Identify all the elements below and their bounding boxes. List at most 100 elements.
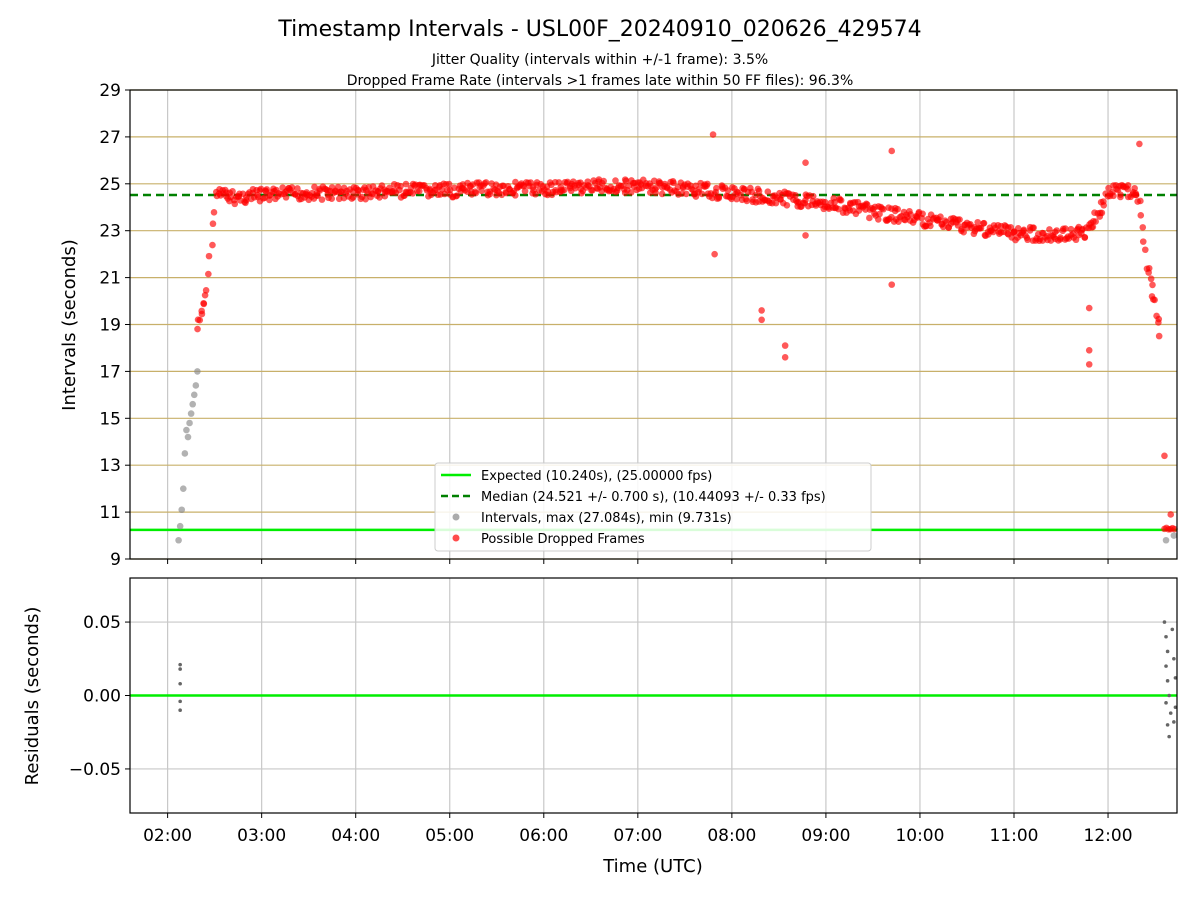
dropped-frame-point (263, 186, 271, 193)
top-y-tick-label: 13 (99, 456, 121, 476)
dropped-frame-outlier (802, 232, 809, 239)
x-tick-label: 04:00 (331, 826, 380, 846)
dropped-frame-point (876, 210, 883, 218)
residual-point (178, 662, 182, 667)
dropped-frame-point (231, 200, 239, 208)
residual-point (1170, 627, 1175, 632)
interval-point (192, 382, 200, 389)
interval-point (190, 391, 198, 399)
dropped-frame-point (704, 180, 711, 188)
dropped-frame-point (960, 228, 967, 236)
dropped-frame-point (1046, 226, 1053, 233)
top-y-tick-label: 23 (99, 222, 121, 242)
dropped-frame-point (622, 177, 630, 185)
dropped-frame-point (1149, 281, 1156, 289)
dropped-frame-point (1081, 233, 1089, 241)
x-tick-label: 06:00 (519, 826, 568, 846)
bottom-y-axis-label: Residuals (seconds) (22, 607, 43, 786)
dropped-frame-point (772, 199, 780, 207)
dropped-frame-point (311, 183, 318, 191)
dropped-frame-point (1092, 218, 1099, 225)
dropped-frame-point (288, 184, 296, 191)
dropped-frame-outlier (1085, 304, 1093, 312)
x-axis-label: Time (UTC) (602, 856, 703, 877)
dropped-frame-point (1145, 269, 1152, 276)
dropped-frame-point (453, 192, 461, 199)
dropped-frame-point (658, 190, 666, 198)
dropped-frame-point (229, 188, 236, 195)
dropped-frame-tail-point (1171, 525, 1178, 533)
residual-point (1167, 693, 1171, 698)
dropped-frame-outlier (802, 159, 809, 166)
dropped-frame-outlier (711, 250, 718, 258)
residual-point (1164, 664, 1168, 668)
dropped-frame-point (328, 195, 336, 202)
interval-point (189, 400, 196, 408)
dropped-frame-point (682, 190, 690, 198)
dropped-frame-point (402, 180, 410, 188)
dropped-frame-point (196, 316, 204, 324)
dropped-frame-point (1030, 224, 1037, 232)
residual-point (1164, 634, 1168, 639)
chart-subtitle-dropped: Dropped Frame Rate (intervals >1 frames … (347, 73, 854, 89)
interval-point (184, 433, 192, 441)
residual-point (178, 699, 182, 704)
x-tick-label: 07:00 (613, 826, 662, 846)
chart-title: Timestamp Intervals - USL00F_20240910_02… (277, 17, 921, 42)
dropped-frame-point (334, 183, 342, 191)
legend-box (434, 462, 872, 552)
interval-point (1170, 532, 1178, 539)
top-y-tick-label: 15 (99, 409, 121, 429)
dropped-frame-point (1155, 315, 1163, 323)
interval-point (186, 419, 193, 427)
x-tick-label: 03:00 (237, 826, 286, 846)
residual-point (1165, 649, 1170, 654)
residual-point (178, 667, 182, 671)
dropped-frame-point (1124, 182, 1132, 189)
top-y-tick-label: 17 (99, 362, 121, 382)
interval-point (1162, 536, 1170, 544)
dropped-frame-outlier (1167, 511, 1175, 518)
dropped-frame-point (209, 241, 216, 249)
dropped-frame-outlier (888, 281, 896, 288)
dropped-frame-point (1139, 238, 1147, 245)
dropped-frame-point (202, 287, 210, 294)
dropped-frame-point (743, 197, 751, 205)
dropped-frame-point (1024, 236, 1031, 244)
dropped-frame-point (1057, 235, 1064, 243)
legend: Expected (10.240s), (25.00000 fps) Media… (434, 462, 872, 552)
dropped-frame-point (1139, 224, 1147, 231)
dropped-frame-point (835, 205, 842, 213)
dropped-frame-point (792, 191, 799, 199)
residual-point (1167, 734, 1171, 739)
dropped-frame-point (1137, 212, 1145, 219)
dropped-frame-point (1100, 202, 1108, 209)
top-plot-points (175, 131, 1178, 544)
bottom-y-tick-label: 0.05 (83, 613, 121, 633)
bottom-y-tick-label: 0.00 (83, 687, 121, 707)
legend-dropped-swatch (452, 534, 460, 542)
top-y-tick-label: 27 (99, 128, 121, 148)
dropped-frame-point (733, 195, 740, 203)
dropped-frame-point (266, 196, 273, 204)
x-tick-label: 11:00 (989, 826, 1038, 846)
dropped-frame-point (318, 196, 326, 203)
legend-expected-label: Expected (10.240s), (25.00000 fps) (481, 469, 712, 484)
top-y-axis-label: Intervals (seconds) (59, 239, 80, 411)
dropped-frame-point (927, 222, 934, 230)
dropped-frame-point (521, 187, 529, 195)
dropped-frame-point (1147, 275, 1155, 283)
dropped-frame-point (831, 198, 838, 206)
dropped-frame-point (1020, 226, 1028, 234)
top-y-tick-label: 21 (99, 269, 121, 289)
dropped-frame-point (1098, 209, 1106, 217)
residual-point (1168, 711, 1173, 715)
dropped-frame-point (397, 182, 404, 190)
x-tick-label: 09:00 (801, 826, 850, 846)
top-y-tick-label: 19 (99, 316, 121, 336)
dropped-frame-point (511, 192, 519, 199)
dropped-frame-point (863, 201, 871, 208)
dropped-frame-point (482, 179, 490, 186)
